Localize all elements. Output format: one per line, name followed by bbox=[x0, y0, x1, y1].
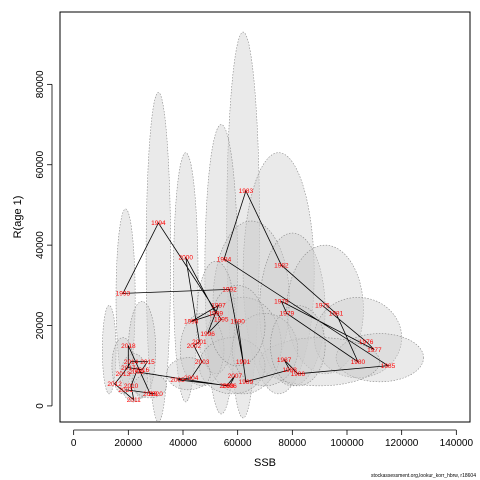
point-label-2004: 2004 bbox=[184, 375, 199, 382]
point-label-1994: 1994 bbox=[151, 220, 166, 227]
point-label-2019: 2019 bbox=[143, 391, 158, 398]
point-label-1986: 1986 bbox=[291, 371, 306, 378]
x-tick-label: 120000 bbox=[385, 438, 419, 449]
point-label-2002: 2002 bbox=[187, 343, 202, 350]
point-label-1984: 1984 bbox=[217, 256, 232, 263]
confidence-ellipse bbox=[173, 152, 199, 403]
point-label-2014: 2014 bbox=[124, 359, 139, 366]
point-label-2011: 2011 bbox=[127, 397, 141, 404]
x-tick-label: 0 bbox=[71, 438, 77, 449]
point-label-2000: 2000 bbox=[178, 254, 193, 261]
confidence-ellipse bbox=[115, 208, 136, 387]
point-label-1995: 1995 bbox=[214, 317, 229, 324]
point-label-2018: 2018 bbox=[121, 343, 136, 350]
x-tick-label: 60000 bbox=[224, 438, 252, 449]
y-axis: 0 20000 40000 60000 80000 bbox=[35, 70, 53, 409]
y-tick-label: 20000 bbox=[35, 311, 46, 339]
point-label-1997: 1997 bbox=[211, 303, 226, 310]
point-label-1982: 1982 bbox=[274, 262, 289, 269]
y-tick-label: 0 bbox=[35, 403, 46, 409]
confidence-ellipse bbox=[259, 232, 326, 387]
point-label-1988: 1988 bbox=[282, 367, 297, 374]
point-label-1977: 1977 bbox=[367, 347, 382, 354]
point-label-2009: 2009 bbox=[129, 369, 144, 376]
x-tick-label: 40000 bbox=[169, 438, 197, 449]
point-label-1998: 1998 bbox=[184, 319, 199, 326]
x-tick-label: 140000 bbox=[440, 438, 474, 449]
point-label-1999: 1999 bbox=[209, 311, 224, 318]
y-tick-label: 40000 bbox=[35, 231, 46, 259]
y-tick-label: 60000 bbox=[35, 150, 46, 178]
point-label-2010: 2010 bbox=[124, 383, 139, 390]
trajectory-line bbox=[114, 189, 390, 401]
confidence-ellipse bbox=[102, 305, 117, 395]
confidence-ellipse bbox=[231, 313, 299, 387]
y-tick-label: 80000 bbox=[35, 70, 46, 98]
point-label-1996: 1996 bbox=[200, 331, 215, 338]
point-label-1993: 1993 bbox=[116, 291, 131, 298]
credit-text: stockassessment.org,lookur_korr_hbrw, r1… bbox=[371, 473, 476, 479]
confidence-ellipse bbox=[242, 152, 315, 395]
y-axis-label: R(age 1) bbox=[12, 196, 24, 239]
point-label-2013: 2013 bbox=[116, 371, 131, 378]
confidence-ellipses bbox=[102, 31, 424, 423]
point-label-1985: 1985 bbox=[381, 363, 396, 370]
x-tick-label: 20000 bbox=[114, 438, 142, 449]
point-label-2005: 2005 bbox=[170, 377, 185, 384]
plot-frame bbox=[59, 11, 471, 423]
confidence-ellipse bbox=[270, 305, 326, 387]
point-label-1981: 1981 bbox=[329, 311, 344, 318]
confidence-ellipse bbox=[286, 244, 364, 375]
x-tick-label: 80000 bbox=[278, 438, 306, 449]
point-label-1989: 1989 bbox=[239, 379, 254, 386]
x-axis: 0 20000 40000 60000 80000 100000 120000 140000 bbox=[71, 429, 474, 449]
point-label-1987: 1987 bbox=[277, 357, 292, 364]
point-label-1980: 1980 bbox=[351, 359, 366, 366]
point-label-1983: 1983 bbox=[239, 188, 254, 195]
x-tick-label: 100000 bbox=[330, 438, 364, 449]
point-label-2017: 2017 bbox=[121, 365, 136, 372]
x-axis-label: SSB bbox=[254, 457, 276, 469]
confidence-ellipse bbox=[204, 297, 282, 395]
point-label-2012: 2012 bbox=[107, 381, 122, 388]
point-label-2021: 2021 bbox=[118, 387, 133, 394]
confidence-ellipse bbox=[335, 333, 424, 383]
point-label-1978: 1978 bbox=[274, 299, 289, 306]
point-label-2007: 2007 bbox=[228, 373, 243, 380]
point-label-1990: 1990 bbox=[230, 319, 245, 326]
trajectory-lines bbox=[114, 189, 390, 401]
point-label-2006: 2006 bbox=[222, 383, 237, 390]
point-label-2001: 2001 bbox=[192, 339, 207, 346]
point-label-1992: 1992 bbox=[222, 287, 237, 294]
confidence-ellipse bbox=[210, 285, 266, 367]
point-label-1975: 1975 bbox=[315, 303, 330, 310]
point-label-2020: 2020 bbox=[148, 391, 163, 398]
confidence-ellipse bbox=[259, 337, 381, 387]
point-label-1991: 1991 bbox=[236, 359, 251, 366]
confidence-ellipse bbox=[199, 337, 266, 395]
confidence-ellipse bbox=[179, 313, 225, 387]
point-label-2003: 2003 bbox=[195, 359, 210, 366]
point-label-1976: 1976 bbox=[359, 339, 374, 346]
point-label-2008: 2008 bbox=[219, 383, 234, 390]
point-label-2015: 2015 bbox=[140, 359, 155, 366]
point-label-1979: 1979 bbox=[280, 311, 295, 318]
confidence-ellipse bbox=[204, 124, 238, 415]
point-label-2016: 2016 bbox=[135, 367, 150, 374]
